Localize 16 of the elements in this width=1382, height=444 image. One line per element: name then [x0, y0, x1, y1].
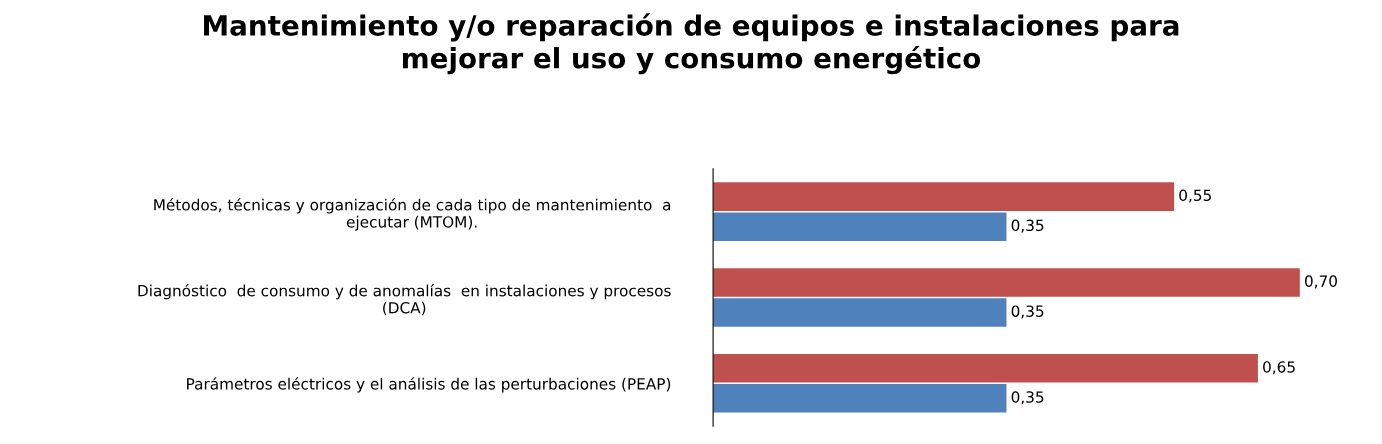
data-label: 0,70 [1304, 275, 1337, 289]
y-tick-label: Diagnóstico de consumo y de anomalías en instalaciones y procesos (DCA) [138, 283, 671, 316]
data-label: 0,35 [1011, 219, 1044, 233]
bar [713, 354, 1258, 383]
chart-title: Mantenimiento y/o reparación de equipos e instalaciones para mejorar el uso y consumo energético [204, 13, 1179, 75]
bar [713, 212, 1007, 241]
y-tick-label: Parámetros eléctricos y el análisis de las perturbaciones (PEAP) [187, 377, 671, 393]
bar [713, 298, 1007, 327]
data-label: 0,35 [1011, 391, 1044, 405]
data-label: 0,35 [1011, 305, 1044, 319]
y-tick-label: Métodos, técnicas y organización de cada tipo de mantenimiento a ejecutar (MTOM). [154, 198, 671, 231]
data-label: 0,65 [1263, 361, 1295, 375]
data-label: 0,55 [1179, 189, 1211, 203]
bar [713, 268, 1300, 297]
bar [713, 182, 1175, 211]
bar [713, 384, 1007, 413]
